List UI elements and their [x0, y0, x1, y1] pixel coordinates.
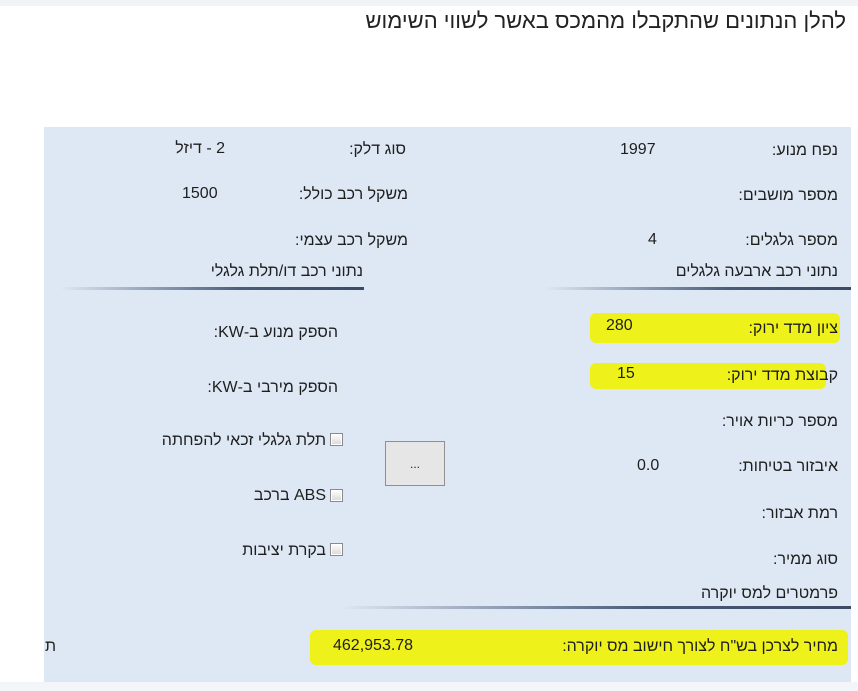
four-wheel-section-title: נתוני רכב ארבעה גלגלים: [675, 263, 838, 280]
max-power-label: הספק מירבי ב-KW:: [207, 379, 338, 396]
total-weight-value: 1500: [182, 185, 218, 202]
green-group-value: 15: [617, 365, 635, 382]
highlight-green-group: [590, 363, 826, 389]
green-score-label: ציון מדד ירוק:: [748, 320, 838, 337]
seats-label: מספר מושבים:: [738, 187, 838, 204]
price-value: 462,953.78: [333, 637, 414, 654]
wheels-value: 4: [648, 231, 657, 248]
wheels-label: מספר גלגלים:: [745, 232, 838, 249]
highlight-green-score: [590, 313, 840, 343]
top-border: [0, 0, 858, 6]
engine-volume-value: 1997: [620, 141, 656, 158]
abs-checkbox[interactable]: [330, 489, 343, 502]
section-divider: [545, 287, 851, 290]
engine-volume-label: נפח מנוע:: [771, 142, 838, 159]
green-score-value: 280: [606, 317, 633, 334]
engine-power-label: הספק מנוע ב-KW:: [213, 324, 338, 341]
airbags-label: מספר כריות אויר:: [721, 413, 838, 430]
total-weight-label: משקל רכב כולל:: [298, 186, 408, 203]
reduction-eligible-label: תלת גלגלי זכאי להפחתה: [161, 432, 326, 449]
two-three-wheel-section-title: נתוני רכב דו/תלת גלגלי: [210, 263, 363, 280]
customs-data-panel: [44, 127, 851, 682]
bottom-border: [0, 682, 858, 691]
safety-equipment-value: 0.0: [637, 457, 660, 474]
stability-control-label: בקרת יציבות: [242, 542, 326, 559]
section-divider: [340, 606, 851, 609]
ellipsis-button[interactable]: ...: [385, 441, 445, 486]
section-divider: [60, 287, 364, 290]
luxury-section-title: פרמטרים למס יוקרה: [701, 585, 838, 602]
fuel-type-label: סוג דלק:: [349, 141, 406, 158]
transmission-label: סוג ממיר:: [773, 551, 838, 568]
own-weight-label: משקל רכב עצמי:: [295, 232, 408, 249]
abs-label: ABS ברכב: [253, 487, 326, 504]
safety-equipment-label: איבזור בטיחות:: [738, 458, 838, 475]
cut-off-text: ת: [45, 638, 57, 655]
highlight-price: [310, 630, 848, 665]
green-group-label: קבוצת מדד ירוק:: [726, 367, 838, 384]
reduction-eligible-checkbox[interactable]: [330, 433, 343, 446]
stability-control-checkbox[interactable]: [330, 543, 343, 556]
price-label: מחיר לצרכן בש"ח לצורך חישוב מס יוקרה:: [562, 638, 838, 655]
equipment-level-label: רמת אבזור:: [761, 505, 839, 522]
intro-text: להלן הנתונים שהתקבלו מהמכס באשר לשווי הש…: [365, 8, 846, 33]
fuel-type-value: 2 - דיזל: [175, 140, 225, 157]
